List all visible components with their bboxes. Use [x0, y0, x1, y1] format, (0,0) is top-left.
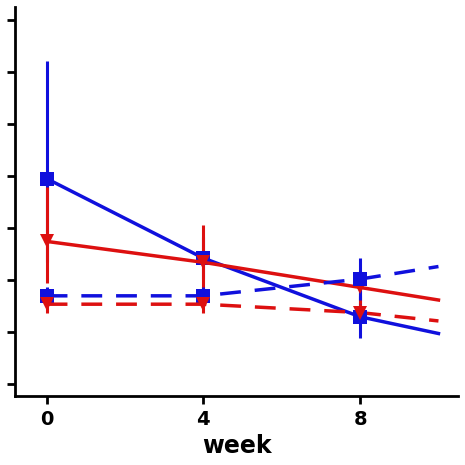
X-axis label: week: week [202, 434, 272, 458]
